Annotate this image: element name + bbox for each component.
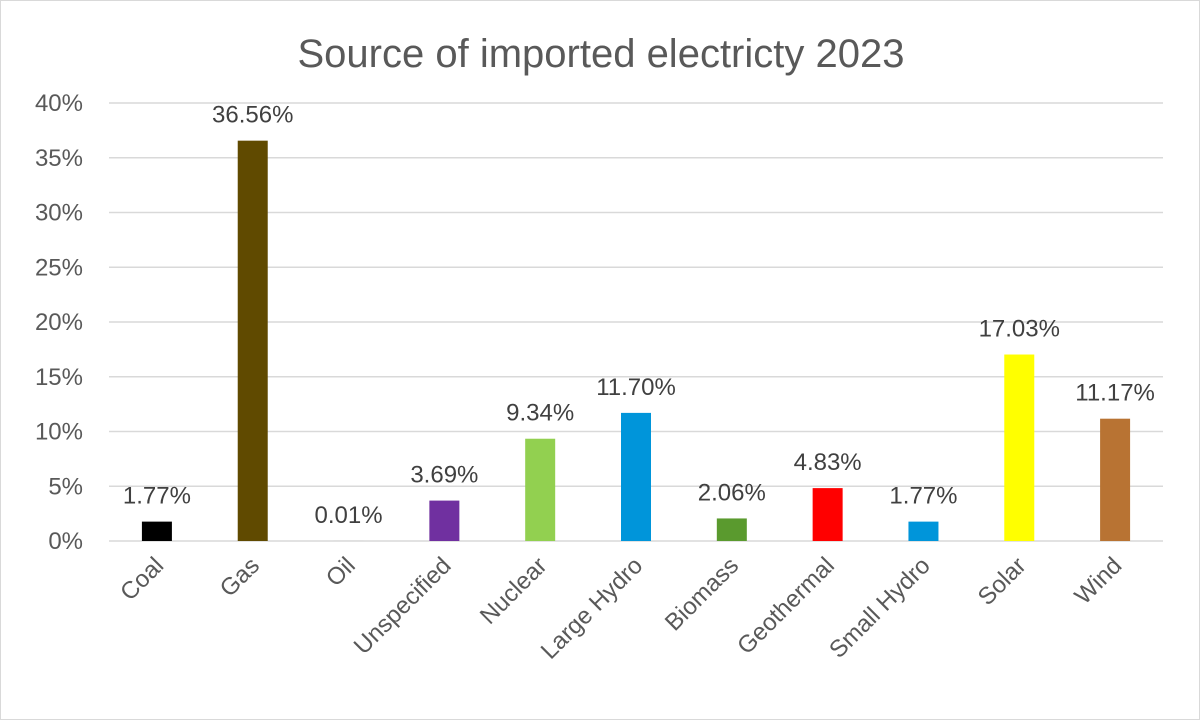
data-label-oil: 0.01% bbox=[315, 502, 383, 529]
x-tick-label-nuclear: Nuclear bbox=[475, 552, 553, 630]
x-tick-label-large-hydro: Large Hydro bbox=[536, 552, 648, 664]
y-tick-label: 20% bbox=[35, 309, 83, 336]
bar-nuclear bbox=[525, 439, 555, 541]
x-tick-label-oil: Oil bbox=[321, 552, 361, 592]
x-tick-label-wind: Wind bbox=[1070, 552, 1128, 610]
y-tick-label: 15% bbox=[35, 364, 83, 391]
bar-geothermal bbox=[813, 488, 843, 541]
data-label-wind: 11.17% bbox=[1075, 380, 1155, 407]
bar-wind bbox=[1100, 419, 1130, 541]
bar-solar bbox=[1004, 355, 1034, 541]
y-tick-label: 10% bbox=[35, 419, 83, 446]
bar-unspecified bbox=[429, 501, 459, 541]
bar-coal bbox=[142, 522, 172, 541]
data-label-small-hydro: 1.77% bbox=[889, 483, 957, 510]
y-axis-tick-labels: 0% 5% 10% 15% 20% 25% 30% 35% 40% bbox=[35, 90, 83, 555]
x-tick-label-solar: Solar bbox=[973, 552, 1032, 611]
y-tick-label: 5% bbox=[48, 473, 83, 500]
data-label-geothermal: 4.83% bbox=[794, 449, 862, 476]
x-tick-label-unspecified: Unspecified bbox=[349, 552, 457, 660]
x-tick-label-small-hydro: Small Hydro bbox=[824, 552, 936, 664]
x-tick-label-coal: Coal bbox=[115, 552, 169, 606]
y-tick-label: 35% bbox=[35, 145, 83, 172]
data-label-nuclear: 9.34% bbox=[506, 400, 574, 427]
data-label-coal: 1.77% bbox=[123, 483, 191, 510]
bar-large-hydro bbox=[621, 413, 651, 541]
chart-title: Source of imported electricty 2023 bbox=[298, 32, 905, 76]
y-tick-label: 30% bbox=[35, 200, 83, 227]
data-label-biomass: 2.06% bbox=[698, 479, 766, 506]
y-tick-label: 0% bbox=[48, 528, 83, 555]
data-label-solar: 17.03% bbox=[979, 316, 1060, 343]
bar-gas bbox=[238, 141, 268, 541]
data-label-large-hydro: 11.70% bbox=[596, 374, 676, 401]
x-tick-label-biomass: Biomass bbox=[660, 552, 744, 636]
bar-small-hydro bbox=[908, 522, 938, 541]
data-label-unspecified: 3.69% bbox=[410, 462, 478, 489]
data-label-gas: 36.56% bbox=[212, 102, 293, 129]
y-tick-label: 25% bbox=[35, 254, 83, 281]
x-tick-label-gas: Gas bbox=[215, 552, 265, 602]
bar-biomass bbox=[717, 518, 747, 541]
y-tick-label: 40% bbox=[35, 90, 83, 117]
